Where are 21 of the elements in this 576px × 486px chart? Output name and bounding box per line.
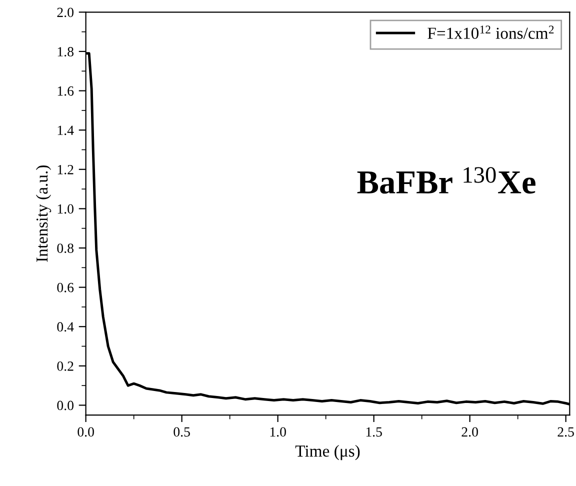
x-tick-label: 0.5 — [174, 427, 190, 437]
x-tick-label: 0.0 — [78, 427, 94, 437]
y-tick-label: 1.0 — [58, 204, 74, 214]
y-tick-label: 0.4 — [57, 322, 74, 332]
y-tick-label: 0.2 — [57, 361, 74, 371]
x-tick-label: 1.0 — [270, 427, 286, 437]
y-tick-label: 2.0 — [57, 8, 74, 18]
annotation: BaFBr $^{130}$Xe — [357, 167, 536, 194]
y-axis-title: Intensity (a.u.) — [36, 166, 52, 262]
x-axis-title: Time (μs) — [295, 445, 360, 460]
y-tick-label: 0.0 — [57, 400, 74, 410]
y-tick-label: 1.2 — [58, 165, 74, 174]
x-tick-label: 1.5 — [366, 427, 382, 437]
y-tick-label: 1.8 — [58, 47, 74, 56]
y-tick-label: 1.4 — [58, 126, 74, 136]
y-tick-label: 0.8 — [57, 244, 74, 254]
y-tick-label: 0.6 — [57, 282, 74, 292]
x-tick-label: 2.0 — [462, 427, 478, 437]
legend-label: F=1x10$^{12}$ ions/cm$^{2}$ — [428, 26, 554, 39]
y-tick-label: 1.6 — [58, 86, 74, 96]
x-tick-label: 2.5 — [558, 427, 574, 437]
